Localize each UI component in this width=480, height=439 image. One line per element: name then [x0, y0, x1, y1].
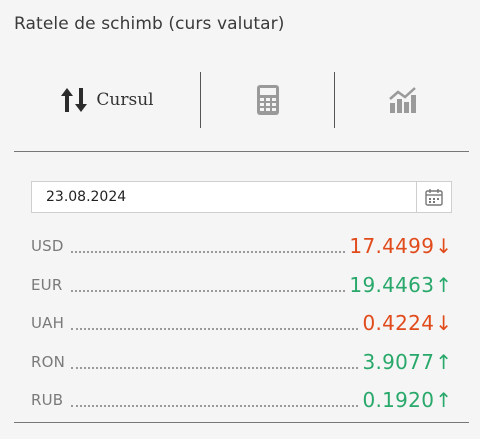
rate-value: 19.4463	[349, 272, 435, 297]
tab-cursul-label: Cursul	[96, 90, 154, 110]
currency-code: RUB	[31, 391, 64, 410]
rate-row-ron: RON 3.9077 ↑	[31, 343, 452, 382]
rate-value: 0.4224	[362, 311, 435, 336]
date-picker	[31, 181, 452, 213]
rate-row-uah: UAH 0.4224 ↓	[31, 304, 452, 343]
tab-chart[interactable]	[336, 62, 469, 138]
rate-row-eur: EUR 19.4463 ↑	[31, 266, 452, 305]
date-input[interactable]	[32, 182, 418, 212]
calculator-icon	[257, 85, 279, 115]
calendar-icon	[425, 188, 443, 206]
dot-leader	[71, 289, 346, 292]
trend-up-icon: ↑	[435, 349, 452, 374]
calendar-button[interactable]	[416, 182, 451, 212]
currency-code: USD	[31, 237, 64, 256]
currency-code: EUR	[31, 275, 63, 294]
tab-divider	[200, 72, 201, 128]
divider	[14, 151, 469, 152]
currency-code: RON	[31, 352, 66, 371]
rate-row-rub: RUB 0.1920 ↑	[31, 381, 452, 420]
rate-value: 17.4499	[349, 234, 435, 259]
rates-list: USD 17.4499 ↓ EUR 19.4463 ↑ UAH 0.4224 ↓…	[31, 227, 452, 420]
chart-icon	[388, 87, 418, 113]
dot-leader	[71, 366, 359, 369]
trend-up-icon: ↑	[435, 272, 452, 297]
widget-title: Ratele de schimb (curs valutar)	[14, 14, 285, 34]
currency-code: UAH	[31, 314, 65, 333]
exchange-arrows-icon	[60, 87, 88, 113]
trend-down-icon: ↓	[435, 234, 452, 259]
divider	[14, 422, 469, 423]
rate-value: 0.1920	[362, 388, 435, 413]
rate-row-usd: USD 17.4499 ↓	[31, 227, 452, 266]
tab-calculator[interactable]	[202, 62, 334, 138]
dot-leader	[71, 251, 346, 254]
tab-bar: Cursul	[14, 62, 469, 138]
dot-leader	[71, 405, 359, 408]
trend-up-icon: ↑	[435, 388, 452, 413]
trend-down-icon: ↓	[435, 311, 452, 336]
dot-leader	[71, 328, 359, 331]
rate-value: 3.9077	[362, 349, 435, 374]
tab-divider	[334, 72, 335, 128]
tab-cursul[interactable]: Cursul	[14, 62, 200, 138]
